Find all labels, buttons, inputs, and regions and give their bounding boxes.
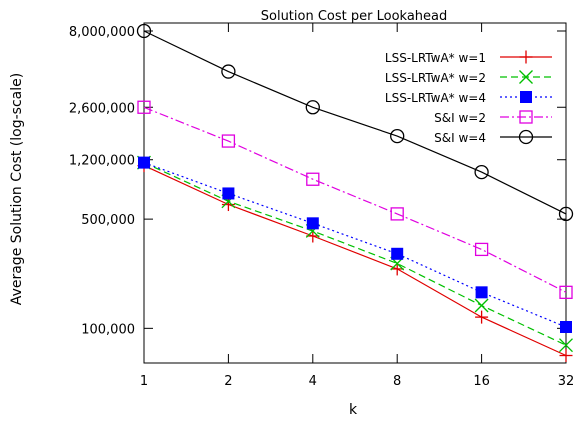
x-tick-label: 1 bbox=[140, 374, 148, 389]
legend-entry: LSS-LRTwA* w=2 bbox=[385, 70, 552, 85]
data-point bbox=[306, 172, 320, 186]
legend-label: S&I w=4 bbox=[434, 131, 486, 145]
chart-title: Solution Cost per Lookahead bbox=[261, 9, 448, 24]
series-3 bbox=[138, 156, 572, 333]
series-4 bbox=[137, 100, 573, 299]
legend-marker bbox=[519, 70, 533, 84]
y-axis-label: Average Solution Cost (log-scale) bbox=[9, 73, 25, 305]
data-point bbox=[390, 207, 404, 221]
data-point bbox=[559, 338, 573, 353]
series-layer bbox=[136, 23, 574, 363]
series-line bbox=[143, 30, 567, 215]
legend-entry: LSS-LRTwA* w=1 bbox=[385, 50, 552, 65]
legend-label: LSS-LRTwA* w=4 bbox=[385, 91, 486, 105]
series-line bbox=[143, 162, 567, 346]
x-tick-label: 4 bbox=[309, 374, 317, 389]
data-point bbox=[221, 134, 236, 148]
y-tick-label: 8,000,000 bbox=[69, 25, 135, 40]
y-tick-label: 500,000 bbox=[81, 213, 135, 228]
data-point bbox=[390, 128, 405, 144]
data-point bbox=[559, 285, 573, 299]
data-point bbox=[138, 156, 150, 169]
x-tick-label: 2 bbox=[224, 374, 232, 389]
data-point bbox=[559, 349, 573, 363]
data-point bbox=[221, 64, 236, 79]
x-axis: 1 2 4 8 16 32 bbox=[140, 23, 574, 389]
data-point bbox=[560, 320, 572, 333]
data-point bbox=[474, 164, 489, 180]
y-tick-label: 100,000 bbox=[81, 322, 135, 337]
legend-label: LSS-LRTwA* w=2 bbox=[385, 71, 486, 85]
legend-marker bbox=[519, 50, 533, 64]
data-point bbox=[558, 206, 574, 222]
legend-entry: S&I w=4 bbox=[434, 129, 552, 145]
x-tick-label: 32 bbox=[558, 374, 575, 389]
legend-marker bbox=[518, 129, 534, 145]
data-point bbox=[474, 242, 489, 257]
series-line bbox=[143, 106, 567, 293]
x-axis-label: k bbox=[349, 402, 358, 418]
x-tick-label: 8 bbox=[393, 374, 401, 389]
legend: LSS-LRTwA* w=1 LSS-LRTwA* w=2 LSS-LRTwA* w… bbox=[385, 50, 552, 145]
y-tick-label: 1,200,000 bbox=[69, 154, 135, 169]
legend-entry: S&I w=2 bbox=[434, 110, 552, 125]
data-point bbox=[136, 23, 152, 39]
y-tick-label: 2,600,000 bbox=[69, 101, 135, 116]
data-point bbox=[475, 310, 489, 324]
data-point bbox=[306, 217, 319, 230]
data-point bbox=[137, 100, 151, 114]
series-1 bbox=[137, 159, 573, 363]
legend-marker bbox=[519, 110, 533, 124]
data-point bbox=[305, 100, 320, 115]
data-point bbox=[390, 262, 404, 276]
legend-label: LSS-LRTwA* w=1 bbox=[385, 51, 486, 65]
y-axis: 100,000 500,000 1,200,000 2,600,000 8,000,00… bbox=[69, 25, 566, 337]
data-point bbox=[475, 286, 488, 299]
plot-frame bbox=[143, 22, 567, 364]
data-point bbox=[221, 198, 235, 212]
data-point bbox=[474, 298, 489, 313]
x-tick-label: 16 bbox=[473, 374, 490, 389]
legend-entry: LSS-LRTwA* w=4 bbox=[385, 91, 552, 105]
legend-label: S&I w=2 bbox=[434, 111, 486, 125]
data-point bbox=[222, 187, 235, 200]
series-line bbox=[143, 165, 567, 357]
series-line bbox=[143, 162, 567, 328]
data-point bbox=[391, 247, 404, 260]
legend-marker bbox=[520, 91, 532, 103]
series-5 bbox=[136, 23, 574, 222]
